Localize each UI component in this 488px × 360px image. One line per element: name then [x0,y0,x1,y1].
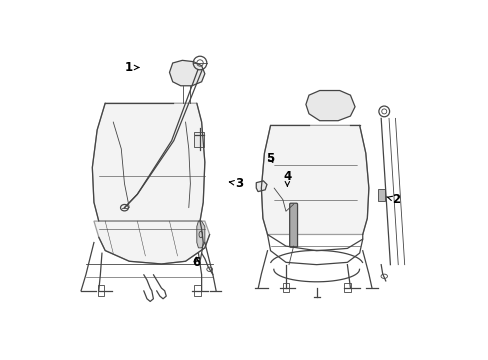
Text: 1: 1 [124,61,139,74]
Text: 2: 2 [386,193,400,206]
FancyBboxPatch shape [194,285,201,296]
Polygon shape [94,221,209,264]
Text: 5: 5 [266,152,274,165]
Polygon shape [92,103,204,221]
Text: 6: 6 [192,256,200,269]
Polygon shape [169,60,204,86]
Text: 4: 4 [283,170,291,186]
Polygon shape [196,221,204,248]
Polygon shape [256,181,266,192]
FancyBboxPatch shape [378,189,384,202]
FancyBboxPatch shape [194,132,204,147]
Polygon shape [305,90,354,121]
FancyBboxPatch shape [98,285,104,296]
Text: 3: 3 [229,177,243,190]
FancyBboxPatch shape [289,203,297,247]
FancyBboxPatch shape [344,283,350,292]
Polygon shape [261,125,368,234]
FancyBboxPatch shape [282,283,289,292]
